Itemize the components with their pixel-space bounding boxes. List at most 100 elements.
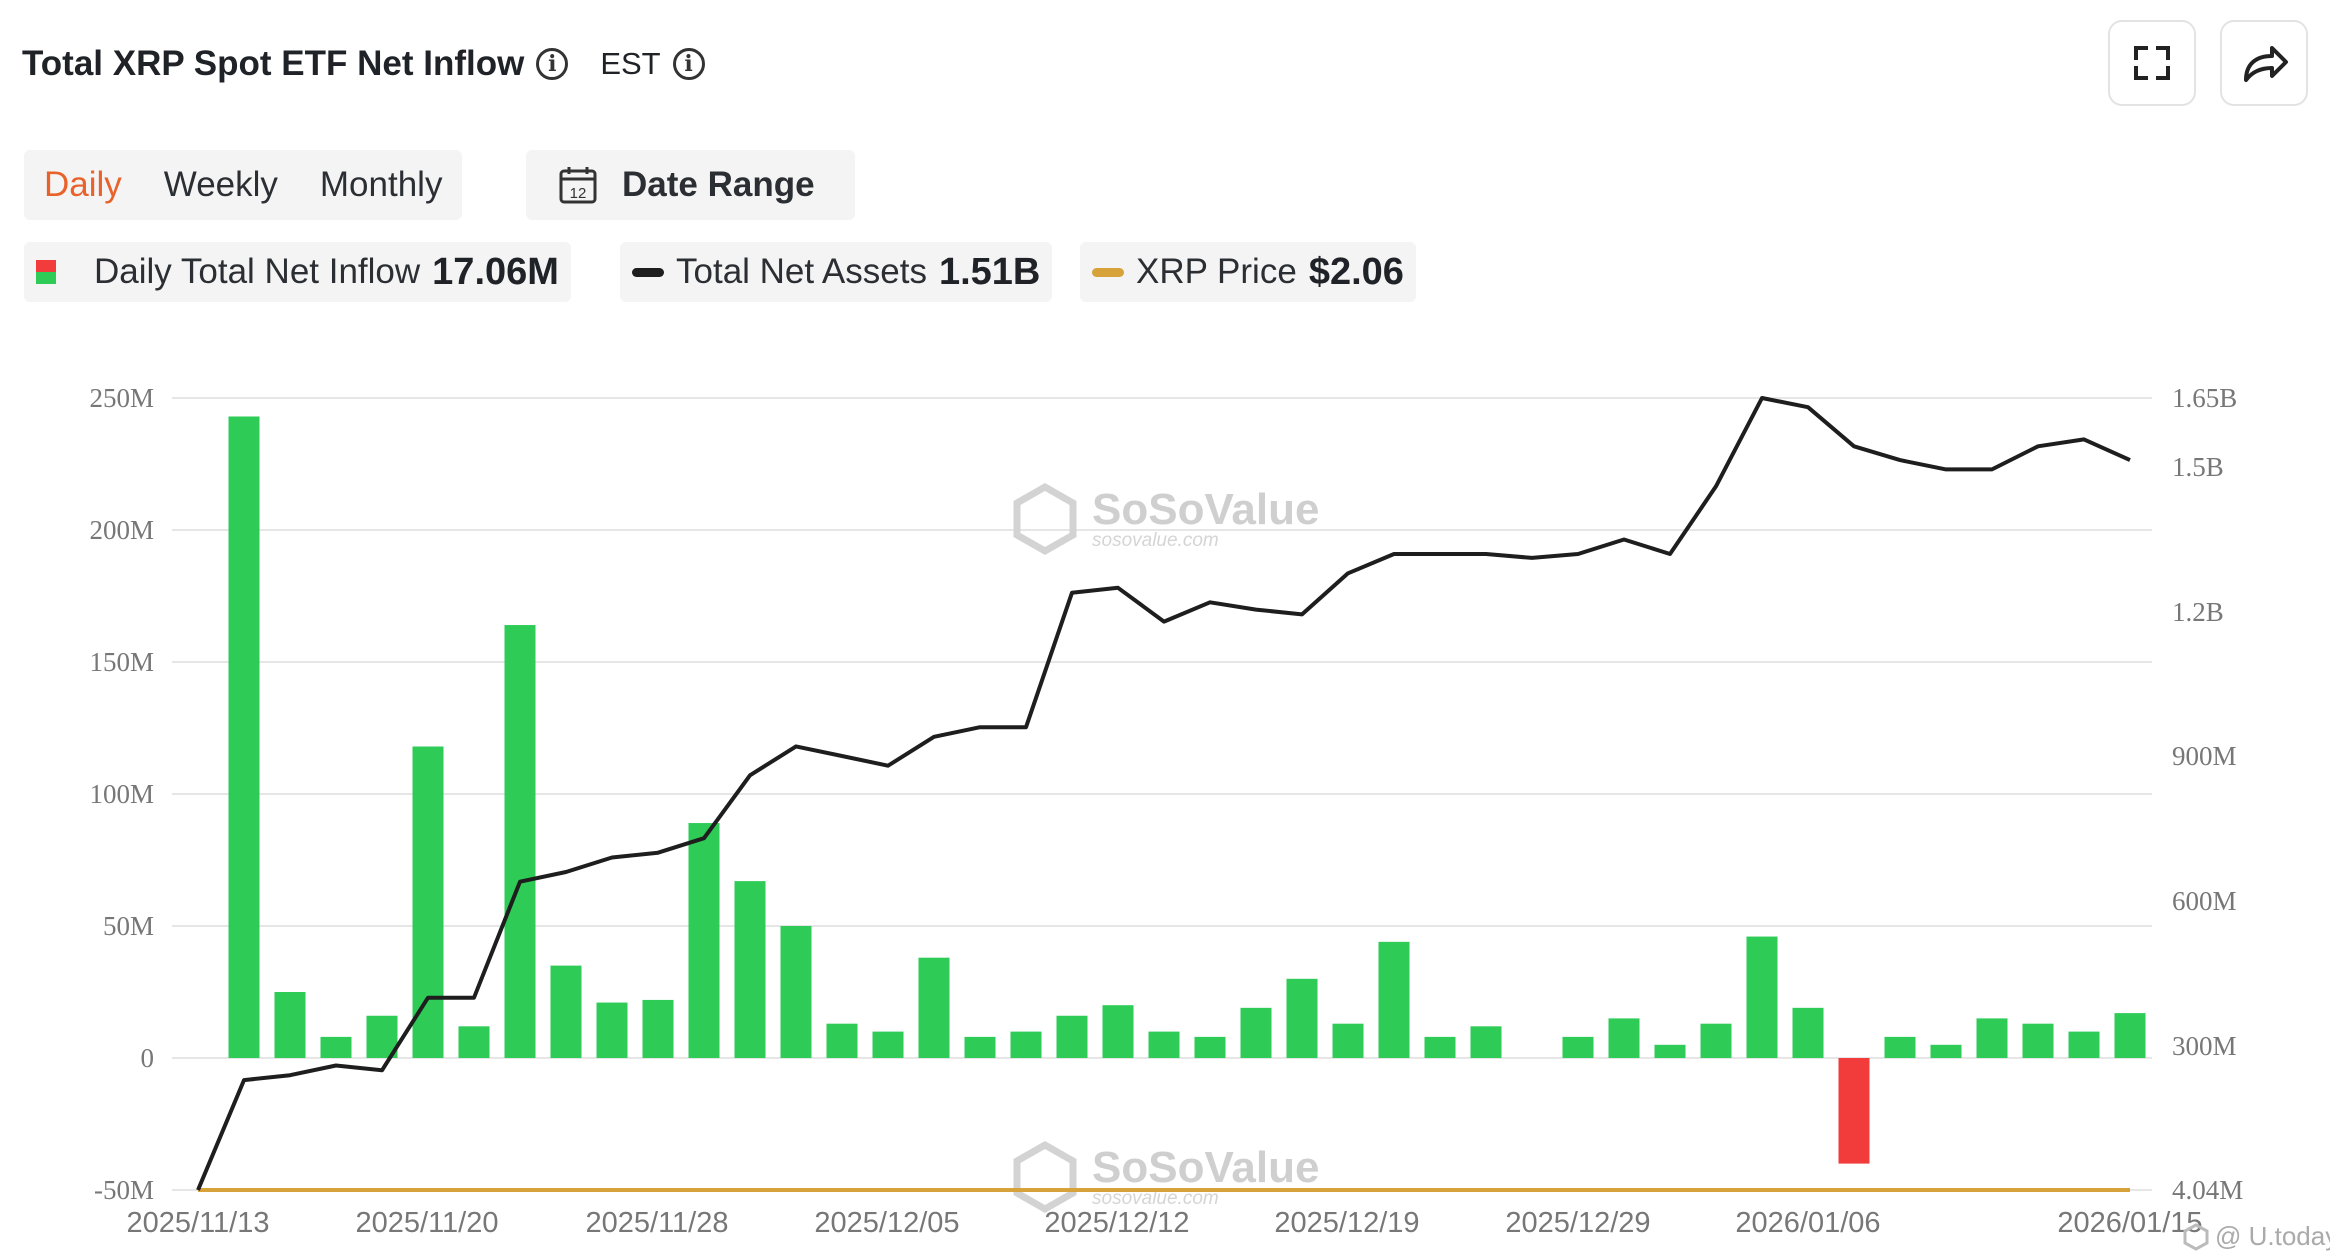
tab-monthly[interactable]: Monthly [319,165,443,204]
info-icon[interactable]: i [672,48,705,80]
credit-logo-icon [2183,1223,2209,1251]
y-left-tick-label: 150M [89,647,154,677]
x-tick-label: 2025/12/12 [1044,1207,1189,1239]
legend-inflow-label: Daily Total Net Inflow [94,252,421,291]
inflow-bar[interactable] [228,416,260,1059]
inflow-bar[interactable] [1746,936,1778,1058]
x-tick-label: 2025/12/29 [1505,1207,1650,1239]
inflow-bar[interactable] [1010,1031,1042,1058]
inflow-bar[interactable] [688,823,720,1058]
inflow-bar[interactable] [780,926,812,1058]
chart-title: Total XRP Spot ETF Net Inflow [22,44,525,83]
inflow-bar[interactable] [964,1036,996,1058]
x-tick-label: 2025/12/05 [814,1207,959,1239]
watermark-logo-icon [1013,482,1077,556]
inflow-bar[interactable] [1424,1036,1456,1058]
legend-inflow-value: 17.06M [432,250,559,293]
x-tick-label: 2025/11/20 [356,1207,499,1239]
chart-header: Total XRP Spot ETF Net Inflow i EST i [22,34,705,94]
x-tick-label: 2026/01/15 [2057,1207,2202,1239]
y-left-tick-label: 50M [103,911,154,941]
assets-line[interactable] [196,396,2131,1191]
y-left-tick-label: 250M [89,383,154,413]
y-right-tick-label: 1.2B [2172,597,2224,627]
inflow-bar[interactable] [274,992,306,1058]
inflow-bar[interactable] [826,1023,858,1058]
x-tick-label: 2025/11/13 [127,1207,270,1239]
watermark: SoSoValue sosovalue.com SoSoValue sosova… [1013,482,1319,1214]
legend-price-label: XRP Price [1136,252,1297,291]
y-left-tick-label: 200M [89,515,154,545]
inflow-bar[interactable] [1838,1058,1870,1164]
inflow-bar[interactable] [734,881,766,1058]
share-button[interactable] [2220,20,2308,106]
inflow-bar[interactable] [2068,1031,2100,1058]
right-axis-labels: 1.65B 1.5B 1.2B 900M 600M 300M 4.04M [2172,383,2243,1205]
inflow-bar[interactable] [1378,941,1410,1058]
inflow-bar[interactable] [2022,1023,2054,1058]
series-lines [196,396,2131,1192]
price-swatch [1092,267,1124,277]
x-tick-label: 2025/11/28 [586,1207,729,1239]
legend-assets[interactable]: Total Net Assets 1.51B [620,242,1053,302]
credit-text: @ U.today [2215,1221,2330,1251]
y-right-tick-label: 300M [2172,1031,2237,1061]
inflow-bar[interactable] [642,999,674,1058]
inflow-bar[interactable] [1700,1023,1732,1058]
inflow-bar[interactable] [1332,1023,1364,1058]
x-tick-label: 2026/01/06 [1735,1207,1880,1239]
inflow-bar[interactable] [412,746,444,1058]
inflow-bar[interactable] [320,1036,352,1058]
date-range-label: Date Range [622,165,815,204]
inflow-bar[interactable] [1240,1007,1272,1058]
tab-weekly[interactable]: Weekly [163,165,278,204]
inflow-bar[interactable] [1562,1036,1594,1058]
tab-daily[interactable]: Daily [44,165,122,204]
x-tick-label: 2025/12/19 [1274,1207,1419,1239]
y-right-tick-label: 4.04M [2172,1175,2243,1205]
info-icon[interactable]: i [536,48,569,80]
inflow-bar[interactable] [1194,1036,1226,1058]
inflow-bar[interactable] [1930,1044,1962,1058]
period-tabs: Daily Weekly Monthly [24,150,463,220]
y-left-tick-label: 0 [141,1043,155,1073]
watermark-brand: SoSoValue [1092,485,1319,534]
inflow-bar[interactable] [1976,1018,2008,1058]
credit: @ U.today [2183,1221,2330,1251]
inflow-bar[interactable] [2114,1013,2146,1058]
timezone-label: EST [600,46,661,81]
inflow-bar[interactable] [1102,1005,1134,1058]
legend-price[interactable]: XRP Price $2.06 [1080,242,1416,302]
y-left-tick-label: 100M [89,779,154,809]
y-right-tick-label: 900M [2172,741,2237,771]
inflow-bar[interactable] [872,1031,904,1058]
inflow-bar[interactable] [1792,1007,1824,1058]
inflow-bar[interactable] [1286,978,1318,1058]
watermark-brand: SoSoValue [1092,1143,1319,1192]
inflow-bar[interactable] [596,1002,628,1058]
watermark-site: sosovalue.com [1092,530,1219,551]
inflow-bar[interactable] [1884,1036,1916,1058]
inflow-bar[interactable] [458,1026,490,1058]
inflow-bar[interactable] [1608,1018,1640,1058]
inflow-bar[interactable] [1470,1026,1502,1058]
x-axis-labels: 2025/11/13 2025/11/20 2025/11/28 2025/12/05… [127,1207,2203,1239]
calendar-icon: 12 [559,167,597,204]
inflow-bar[interactable] [1148,1031,1180,1058]
y-left-tick-label: -50M [94,1175,154,1205]
inflow-bar[interactable] [1056,1015,1088,1058]
share-icon [2244,46,2288,82]
legend-price-value: $2.06 [1308,250,1404,293]
inflow-bar[interactable] [550,965,582,1058]
inflow-bar[interactable] [918,957,950,1058]
date-range-button[interactable]: 12 Date Range [526,150,855,220]
legend-inflow[interactable]: Daily Total Net Inflow 17.06M [24,242,571,302]
assets-swatch [632,267,664,277]
watermark-logo-icon [1013,1140,1077,1214]
inflow-bar[interactable] [1654,1044,1686,1058]
fullscreen-button[interactable] [2108,20,2196,106]
y-right-tick-label: 600M [2172,886,2237,916]
inflow-bar[interactable] [504,625,536,1058]
legend-assets-value: 1.51B [938,250,1041,293]
